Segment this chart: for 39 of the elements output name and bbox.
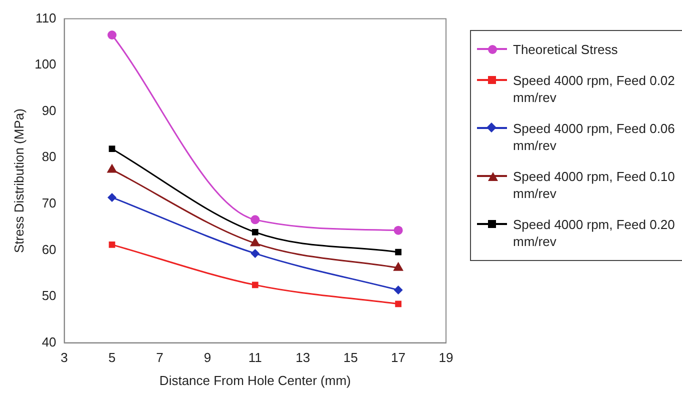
y-tick-label: 40 (42, 334, 56, 350)
point (108, 30, 117, 40)
y-tick-label: 80 (42, 149, 56, 164)
point (106, 164, 118, 173)
point (250, 237, 260, 246)
x-tick-label: 13 (296, 350, 310, 366)
point (394, 226, 403, 235)
point (108, 241, 116, 248)
point (395, 248, 402, 256)
y-tick-label: 90 (42, 102, 56, 118)
x-tick-label: 11 (248, 350, 262, 366)
point (394, 286, 403, 295)
legend-label: Theoretical Stress (513, 41, 618, 58)
y-tick-label: 100 (34, 56, 56, 72)
point (393, 262, 404, 271)
point (108, 146, 116, 152)
x-tick-label: 9 (204, 350, 212, 366)
legend-label: Speed 4000 rpm, Feed 0.06 mm/rev (513, 120, 676, 154)
y-axis-title: Stress Distribution (MPa) (11, 108, 26, 254)
legend-label: Speed 4000 rpm, Feed 0.10 mm/rev (513, 168, 676, 202)
legend-label: Speed 4000 rpm, Feed 0.20 mm/rev (513, 216, 676, 250)
x-axis-title: Distance From Hole Center (mm) (159, 372, 351, 388)
point (250, 248, 260, 258)
point (395, 300, 402, 308)
y-tick-label: 70 (42, 196, 56, 211)
x-tick-label: 3 (60, 350, 68, 366)
x-tick-label: 17 (391, 350, 406, 366)
point (252, 228, 258, 236)
point (252, 282, 258, 288)
y-tick-label: 60 (42, 242, 56, 257)
x-tick-label: 5 (108, 350, 116, 366)
legend-label: Speed 4000 rpm, Feed 0.02 mm/rev (513, 72, 676, 106)
point (250, 215, 260, 224)
point (108, 192, 117, 202)
x-tick-label: 19 (438, 350, 454, 366)
y-tick-label: 50 (42, 288, 56, 304)
x-tick-label: 7 (156, 350, 164, 366)
y-tick-label: 110 (36, 10, 56, 26)
x-tick-label: 15 (343, 350, 358, 366)
